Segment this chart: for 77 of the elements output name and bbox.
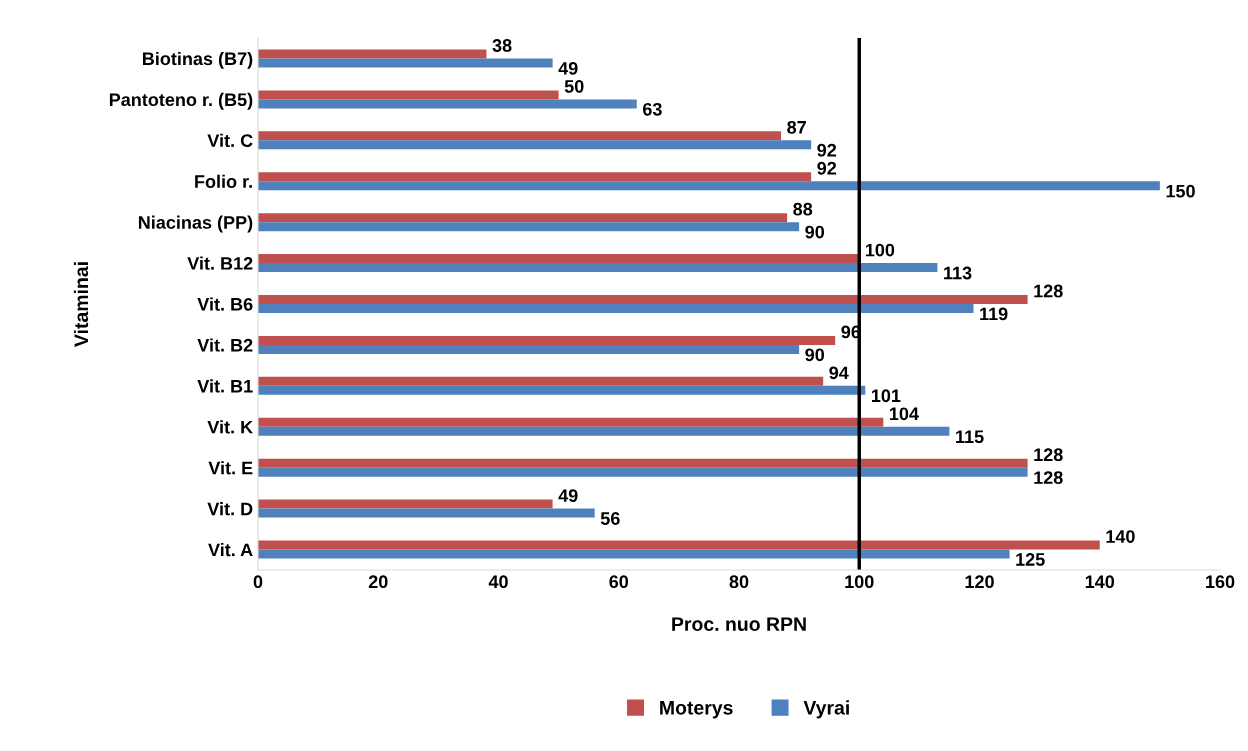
data-label: 140	[1106, 530, 1135, 543]
bar	[258, 213, 788, 223]
bar	[258, 508, 595, 518]
bar	[258, 90, 559, 100]
bar	[258, 140, 812, 150]
data-label: 92	[817, 143, 837, 157]
data-label: 49	[558, 489, 578, 503]
bar	[258, 58, 553, 68]
data-label: 49	[558, 61, 578, 75]
bar	[258, 131, 782, 141]
bar	[258, 458, 1028, 468]
bar	[258, 549, 1010, 559]
y-tick-label: Vit. A	[208, 543, 253, 557]
bar	[258, 467, 1028, 477]
bar	[258, 304, 974, 313]
data-label: 128	[1034, 284, 1063, 298]
bar	[258, 222, 800, 232]
data-label: 119	[980, 307, 1008, 321]
data-label: 128	[1034, 448, 1063, 462]
bar	[258, 335, 836, 345]
legend-label: Moterys	[660, 701, 733, 719]
y-tick-label: Vit. B1	[197, 379, 253, 393]
x-tick-label: 20	[368, 575, 388, 589]
data-label: 115	[956, 430, 984, 444]
data-label: 88	[793, 202, 813, 216]
y-tick-label: Biotinas (B7)	[143, 51, 253, 69]
bar	[258, 385, 866, 395]
data-label: 94	[829, 366, 849, 380]
y-tick-label: Vit. E	[208, 461, 253, 475]
bar	[258, 49, 487, 59]
bar	[258, 181, 1160, 191]
data-label: 50	[564, 80, 584, 93]
x-tick-label: 100	[845, 575, 874, 589]
data-label: 92	[817, 161, 837, 175]
y-tick-label: Vit. B6	[197, 297, 253, 311]
data-label: 150	[1166, 184, 1195, 198]
x-axis-title: Proc. nuo RPN	[672, 617, 806, 631]
data-label: 113	[944, 266, 972, 280]
data-label: 87	[787, 120, 806, 134]
data-label: 90	[805, 225, 825, 239]
y-tick-label: Vit. K	[207, 420, 253, 434]
data-label: 125	[1016, 553, 1045, 566]
x-tick-label: 160	[1206, 575, 1235, 589]
bar	[258, 499, 553, 509]
bar	[258, 344, 800, 354]
x-tick-label: 120	[965, 575, 994, 589]
bar	[258, 99, 637, 109]
bar	[258, 540, 1100, 550]
x-tick-label: 80	[729, 575, 749, 589]
x-tick-label: 0	[253, 575, 263, 589]
data-label: 100	[865, 243, 895, 257]
x-tick-label: 60	[609, 575, 629, 589]
bar	[258, 263, 938, 273]
x-tick-label: 40	[488, 575, 508, 589]
y-tick-label: Vit. B2	[197, 338, 253, 352]
data-label: 56	[600, 512, 620, 525]
bar	[258, 172, 812, 182]
data-label: 38	[492, 39, 512, 52]
y-tick-label: Vit. D	[207, 502, 253, 516]
bar	[258, 254, 860, 264]
y-tick-label: Niacinas (PP)	[138, 215, 253, 233]
y-axis-title: Vitaminai	[73, 262, 89, 347]
bar	[258, 417, 884, 427]
data-label: 101	[871, 389, 901, 403]
data-label: 63	[643, 102, 662, 116]
data-label: 90	[805, 348, 825, 362]
y-tick-label: Folio r.	[195, 174, 252, 188]
legend-label: Vyrai	[803, 700, 849, 719]
y-tick-label: Vit. C	[207, 133, 253, 148]
y-tick-label: Vit. B12	[187, 256, 253, 270]
data-label: 104	[889, 407, 919, 421]
data-label: 128	[1034, 471, 1063, 484]
bar	[258, 295, 1028, 304]
x-tick-label: 140	[1085, 575, 1115, 589]
bar	[258, 376, 824, 386]
bar	[258, 426, 950, 436]
y-tick-label: Pantoteno r. (B5)	[109, 92, 253, 110]
